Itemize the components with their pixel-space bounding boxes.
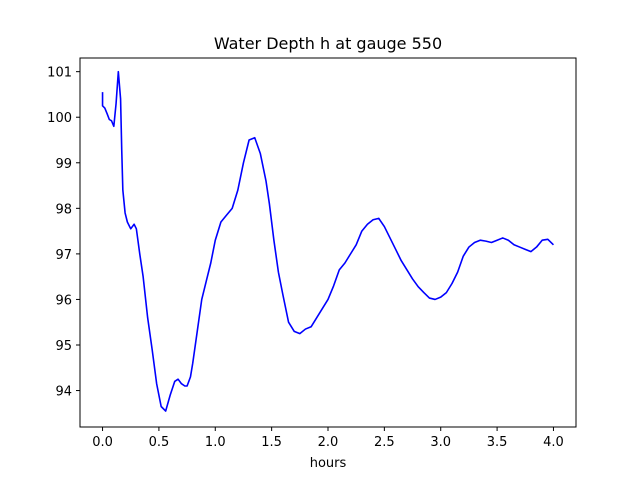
x-axis-ticks: 0.0 0.5 1.0 1.5 2.0 2.5 3.0 3.5 4.0: [92, 427, 564, 450]
y-tick-label: 96: [55, 293, 72, 308]
x-tick-label: 1.0: [205, 435, 226, 450]
plot-frame: [79, 57, 577, 428]
x-tick-label: 4.0: [543, 435, 564, 450]
chart-title: Water Depth h at gauge 550: [214, 34, 442, 53]
series-line-0: [101, 70, 555, 412]
x-tick-label: 1.5: [261, 435, 282, 450]
x-tick-label: 0.5: [149, 435, 170, 450]
y-tick-label: 99: [55, 157, 72, 172]
y-tick-label: 100: [47, 111, 72, 126]
series-line-layer: [101, 70, 555, 412]
y-tick-label: 94: [55, 385, 72, 400]
y-tick-label: 97: [55, 248, 72, 263]
x-tick-label: 3.0: [430, 435, 451, 450]
y-tick-label: 101: [47, 66, 72, 81]
y-tick-label: 98: [55, 202, 72, 217]
y-axis-ticks: 94 95 96 97 98 99 100 101: [47, 66, 80, 400]
x-tick-label: 2.5: [374, 435, 395, 450]
y-tick-label: 95: [55, 339, 72, 354]
x-tick-label: 2.0: [318, 435, 339, 450]
x-axis-label: hours: [310, 456, 347, 471]
x-tick-label: 3.5: [487, 435, 508, 450]
x-tick-label: 0.0: [92, 435, 113, 450]
